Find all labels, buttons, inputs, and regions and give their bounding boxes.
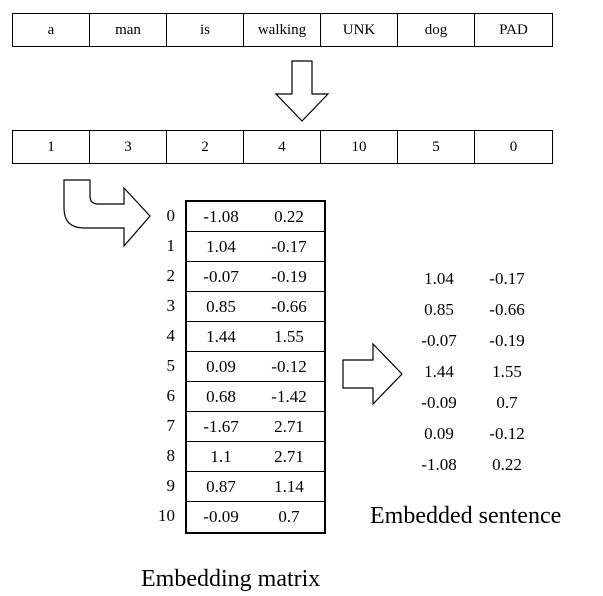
sentence-value: -0.07 (421, 330, 457, 350)
matrix-value: 0.68 (206, 386, 236, 406)
matrix-row: 0.87 1.14 (187, 472, 324, 502)
matrix-value: 0.87 (206, 476, 236, 496)
matrix-index: 1 (166, 236, 176, 255)
embedding-matrix: -1.08 0.22 1.04 -0.17 -0.07 -0.19 0.85 -0.66 1.4… (185, 200, 326, 534)
right-arrow-icon (342, 342, 403, 406)
down-arrow-icon (274, 60, 330, 122)
token-cell: walking (244, 14, 321, 46)
matrix-value: 0.85 (206, 296, 236, 316)
sentence-value: -0.09 (421, 392, 457, 412)
sentence-value: 0.09 (424, 423, 454, 443)
sentence-row: 0.85 -0.66 (405, 294, 541, 325)
matrix-index: 10 (158, 506, 175, 525)
matrix-value: 0.09 (206, 356, 236, 376)
matrix-index: 6 (166, 386, 176, 405)
matrix-value: 1.04 (206, 236, 236, 256)
matrix-index: 9 (166, 476, 176, 495)
curved-arrow-icon (63, 179, 151, 248)
sentence-value: -1.08 (421, 454, 457, 474)
matrix-index: 5 (166, 356, 176, 375)
id-cell: 4 (244, 131, 321, 163)
matrix-value: -0.17 (271, 236, 307, 256)
sentence-value: -0.12 (489, 423, 525, 443)
matrix-row: 0.68 -1.42 (187, 382, 324, 412)
sentence-value: 0.22 (492, 454, 522, 474)
id-cell: 0 (509, 138, 518, 155)
matrix-row: 0.09 -0.12 (187, 352, 324, 382)
token-cell: a (13, 14, 90, 46)
matrix-value: 1.55 (274, 326, 304, 346)
sentence-value: 1.44 (424, 361, 454, 381)
matrix-value: 1.14 (274, 476, 304, 496)
sentence-row: -1.08 0.22 (405, 449, 541, 480)
matrix-value: 2.71 (274, 416, 304, 436)
matrix-index: 0 (166, 206, 176, 225)
matrix-value: 0.7 (278, 507, 300, 526)
matrix-value: -1.67 (203, 416, 239, 436)
matrix-row: 0.85 -0.66 (187, 292, 324, 322)
matrix-row: 1.44 1.55 (187, 322, 324, 352)
matrix-value: -0.66 (271, 296, 307, 316)
id-cell: 3 (90, 131, 167, 163)
token-cell: dog (398, 14, 475, 46)
matrix-row: 1.1 2.71 (187, 442, 324, 472)
matrix-row: -0.07 -0.19 (187, 262, 324, 292)
sentence-value: 0.7 (496, 392, 518, 412)
matrix-value: -1.08 (203, 206, 239, 226)
matrix-caption: Embedding matrix (141, 566, 321, 592)
matrix-value: 0.22 (274, 206, 304, 226)
id-row: 1 3 2 4 10 5 0 (12, 130, 553, 164)
token-row: a man is walking UNK dog PAD (12, 13, 553, 47)
matrix-row: -1.08 0.22 (187, 202, 324, 232)
matrix-index: 7 (166, 416, 176, 435)
matrix-value: -1.42 (271, 386, 307, 406)
sentence-caption: Embedded sentence (370, 503, 562, 529)
sentence-value: -0.66 (489, 299, 525, 319)
matrix-value: -0.07 (203, 266, 239, 286)
matrix-index: 8 (166, 446, 176, 465)
embedded-sentence: 1.04 -0.17 0.85 -0.66 -0.07 -0.19 1.44 1.55 -0.0… (405, 263, 541, 480)
id-cell: 10 (321, 131, 398, 163)
matrix-row: -0.09 0.7 (187, 502, 324, 532)
matrix-value: 1.44 (206, 326, 236, 346)
matrix-row: 1.04 -0.17 (187, 232, 324, 262)
id-cell: 2 (167, 131, 244, 163)
token-cell: PAD (499, 21, 528, 38)
matrix-index: 4 (166, 326, 176, 345)
sentence-row: 1.44 1.55 (405, 356, 541, 387)
id-cell: 5 (398, 131, 475, 163)
matrix-row: -1.67 2.71 (187, 412, 324, 442)
sentence-row: -0.07 -0.19 (405, 325, 541, 356)
sentence-row: 1.04 -0.17 (405, 263, 541, 294)
sentence-value: 1.04 (424, 268, 454, 288)
sentence-value: 0.85 (424, 299, 454, 319)
sentence-value: 1.55 (492, 361, 522, 381)
matrix-value: -0.12 (271, 356, 307, 376)
token-cell: is (167, 14, 244, 46)
matrix-value: 1.1 (210, 446, 232, 466)
sentence-value: -0.17 (489, 268, 525, 288)
id-cell: 1 (13, 131, 90, 163)
token-cell: UNK (321, 14, 398, 46)
sentence-row: -0.09 0.7 (405, 387, 541, 418)
matrix-value: -0.09 (203, 507, 239, 526)
matrix-value: -0.19 (271, 266, 307, 286)
matrix-value: 2.71 (274, 446, 304, 466)
token-cell: man (90, 14, 167, 46)
matrix-index: 2 (166, 266, 176, 285)
sentence-row: 0.09 -0.12 (405, 418, 541, 449)
matrix-index: 3 (166, 296, 176, 315)
sentence-value: -0.19 (489, 330, 525, 350)
